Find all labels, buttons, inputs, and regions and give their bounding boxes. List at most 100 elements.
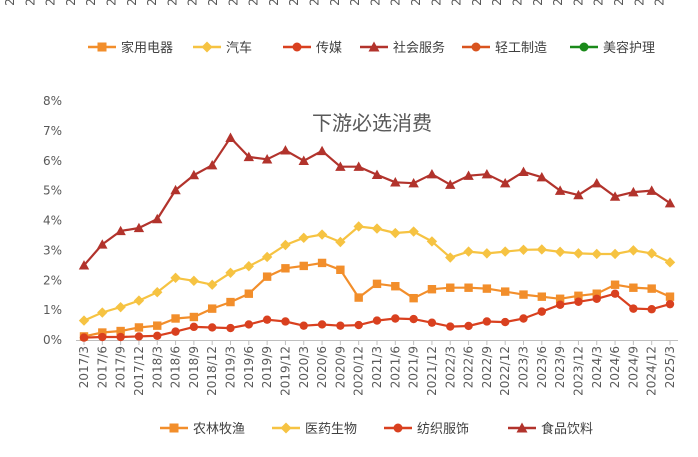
x-tick-label: 2024/3 <box>590 346 604 388</box>
data-point <box>500 287 510 296</box>
x-tick-label: 2024/12 <box>645 346 659 396</box>
data-point <box>316 229 328 240</box>
legend-marker <box>292 42 302 52</box>
data-point <box>481 168 493 179</box>
bottom-legend-item: 食品饮料 <box>508 421 593 437</box>
x-tick-label: 2024/9 <box>626 346 640 388</box>
data-point <box>171 327 180 336</box>
data-point <box>189 312 199 322</box>
top-legend-item: 传媒 <box>283 41 342 56</box>
data-point <box>98 328 107 337</box>
data-point <box>665 292 675 301</box>
legend-label: 食品饮料 <box>541 421 593 437</box>
data-point <box>335 236 346 248</box>
legend-marker <box>280 422 292 434</box>
x-tick-label: 2018/9 <box>187 346 201 388</box>
y-tick-label: 2% <box>43 273 62 287</box>
data-point <box>281 317 290 326</box>
x-tick-label: 2025/3 <box>663 346 677 388</box>
y-tick-label: 7% <box>43 124 62 138</box>
series <box>78 221 676 326</box>
top-axis-tick-fragment: 2 <box>592 0 606 6</box>
legend-label: 汽车 <box>226 40 252 56</box>
data-point <box>574 297 583 306</box>
x-tick-label: 2018/3 <box>150 346 164 388</box>
data-point <box>152 213 163 224</box>
data-point <box>463 170 474 180</box>
y-tick-label: 1% <box>43 303 62 317</box>
top-axis-tick-fragment: 2 <box>186 0 200 6</box>
data-point <box>115 225 126 236</box>
data-point <box>317 258 327 268</box>
x-tick-label: 2022/6 <box>462 346 476 388</box>
data-point <box>372 316 382 325</box>
legend-label: 医药生物 <box>305 422 357 437</box>
data-point <box>500 317 510 327</box>
data-point <box>536 171 548 182</box>
top-axis-tick-fragment: 2 <box>450 0 464 6</box>
data-point <box>372 279 382 289</box>
data-point <box>280 145 291 155</box>
data-point <box>225 267 236 278</box>
bottom-legend-item: 农林牧渔 <box>160 422 245 437</box>
data-point <box>153 331 162 341</box>
data-point <box>646 248 657 259</box>
data-point <box>353 221 364 232</box>
top-axis-tick-fragment: 2 <box>571 0 585 6</box>
data-point <box>371 169 383 179</box>
data-point <box>390 177 401 187</box>
top-axis-tick-fragment: 2 <box>84 0 98 6</box>
series-layer <box>78 132 676 342</box>
data-point <box>610 280 620 289</box>
data-point <box>79 333 89 342</box>
legend-marker <box>516 422 528 433</box>
x-tick-label: 2021/9 <box>407 346 421 388</box>
top-axis-tick-fragment: 2 <box>64 0 78 6</box>
data-point <box>280 239 291 251</box>
top-legend-item: 家用电器 <box>88 40 173 56</box>
data-point <box>152 287 163 298</box>
data-point <box>482 284 492 293</box>
data-point <box>426 236 438 247</box>
legend-label: 纺织服饰 <box>417 422 469 437</box>
legend-marker <box>579 42 589 52</box>
data-point <box>518 244 529 255</box>
legend-marker <box>393 423 403 433</box>
data-point <box>592 294 601 303</box>
top-axis-tick-fragment: 2 <box>490 0 504 6</box>
data-point <box>409 293 418 303</box>
data-point <box>481 248 493 259</box>
data-point <box>446 322 455 331</box>
data-point <box>206 279 218 290</box>
data-point <box>261 154 273 164</box>
data-point <box>664 197 676 208</box>
x-tick-label: 2021/3 <box>370 346 384 388</box>
data-point <box>446 283 455 292</box>
data-point <box>390 227 401 239</box>
top-axis-tick-fragment: 2 <box>348 0 362 6</box>
data-point <box>499 246 511 257</box>
bottom-legend-item: 纺织服饰 <box>384 422 469 437</box>
legend-marker <box>97 42 107 52</box>
x-axis: 2017/3 2017/6 2017/9 2017/12 2018/3 2018/6 201… <box>76 340 678 396</box>
legend-label: 社会服务 <box>393 40 445 56</box>
data-point <box>609 248 621 260</box>
data-point <box>591 248 602 260</box>
data-point <box>97 307 108 318</box>
data-point <box>189 322 199 332</box>
data-point <box>537 292 547 301</box>
data-point <box>170 272 181 284</box>
data-point <box>133 295 145 306</box>
top-axis-tick-fragment: 2 <box>429 0 443 6</box>
data-point <box>591 177 602 188</box>
data-point <box>298 232 309 244</box>
data-point <box>518 166 529 177</box>
y-tick-label: 8% <box>43 94 62 108</box>
data-point <box>665 299 675 309</box>
data-point <box>298 155 309 165</box>
top-axis-tick-fragment: 2 <box>206 0 220 6</box>
x-tick-label: 2022/9 <box>480 346 494 388</box>
data-point <box>391 282 400 291</box>
data-point <box>574 291 583 300</box>
top-axis-tick-fragment: 2 <box>3 0 17 6</box>
